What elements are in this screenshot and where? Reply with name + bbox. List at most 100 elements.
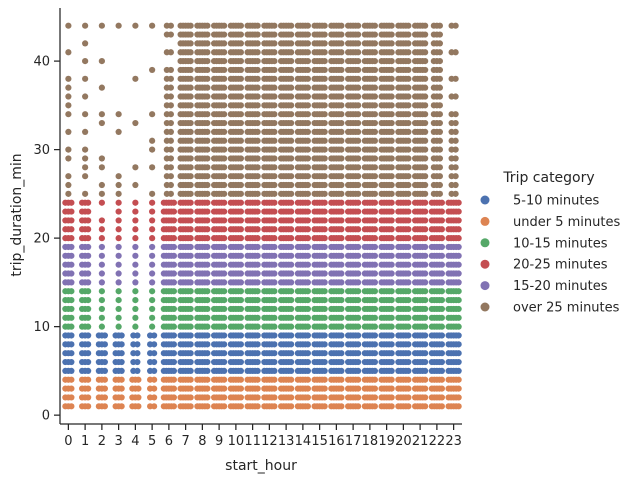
data-point [187,84,194,91]
data-point [288,155,295,162]
data-point [288,58,295,65]
data-point [221,385,228,392]
data-point [68,261,75,268]
data-point [187,66,194,74]
data-point [85,403,92,410]
data-point [422,190,429,197]
data-point [371,119,378,127]
data-point [170,358,177,366]
x-tick-label: 0 [64,434,72,449]
data-point [98,58,105,65]
data-point [237,93,244,100]
data-point [405,226,412,233]
data-point [338,119,345,127]
data-point [167,111,174,118]
data-point [422,164,429,171]
data-point [405,58,412,65]
data-point [221,146,228,153]
data-point [204,66,211,74]
data-point [254,84,261,91]
data-point [187,102,194,109]
data-point [405,296,412,304]
data-point [65,146,72,153]
data-point [82,111,89,118]
data-point [455,208,462,215]
data-point [438,403,445,410]
data-point [321,22,328,29]
data-point [68,358,75,366]
data-point [132,243,139,251]
data-point [68,341,75,348]
data-point [304,93,311,100]
data-point [237,84,244,91]
data-point [321,146,328,153]
data-point [304,146,311,153]
data-point [338,208,345,215]
data-point [85,341,92,348]
data-point [170,376,177,383]
legend-marker [480,281,490,291]
data-point [388,31,395,38]
data-point [388,173,395,180]
data-point [149,296,156,304]
x-tick-label: 5 [148,434,156,449]
data-point [65,181,72,189]
data-point [271,358,278,366]
data-point [321,235,328,242]
x-tick-label: 9 [215,434,223,449]
data-point [132,314,139,321]
legend: Trip category 5-10 minutes under 5 minute… [480,170,620,316]
data-point [422,146,429,153]
data-point [65,84,72,91]
data-point [204,173,211,180]
data-point [288,199,295,206]
legend-marker [480,302,490,312]
data-point [82,93,89,100]
data-point [254,173,261,180]
data-point [388,181,395,189]
data-point [288,217,295,224]
data-point [355,314,362,321]
data-point [271,270,278,277]
x-tick-label: 13 [278,434,295,449]
data-point [82,40,89,47]
data-point [405,66,412,74]
data-point [388,217,395,224]
data-point [355,199,362,206]
data-point [68,243,75,251]
data-point [65,190,72,197]
data-point [388,243,395,251]
data-point [98,119,105,127]
data-point [304,58,311,65]
data-point [187,137,194,144]
data-point [338,261,345,268]
x-tick-label: 6 [165,434,173,449]
data-point [237,270,244,277]
data-point [422,243,429,251]
data-point [405,403,412,410]
data-point [355,49,362,56]
data-point [422,314,429,321]
data-point [438,235,445,242]
data-point [101,385,108,392]
data-point [371,146,378,153]
data-point [321,243,328,251]
data-point [355,243,362,251]
data-point [338,367,345,374]
x-tick-label: 22 [429,434,446,449]
y-tick-label: 10 [33,320,50,335]
data-point [170,199,177,206]
legend-label: 15-20 minutes [513,279,608,294]
data-point [271,252,278,259]
data-point [355,350,362,357]
data-point [388,66,395,74]
data-point [338,217,345,224]
data-point [221,226,228,233]
data-point [204,350,211,357]
data-point [371,111,378,118]
data-point [422,58,429,65]
data-point [405,394,412,401]
data-point [436,84,443,91]
data-point [371,305,378,313]
data-point [371,314,378,321]
